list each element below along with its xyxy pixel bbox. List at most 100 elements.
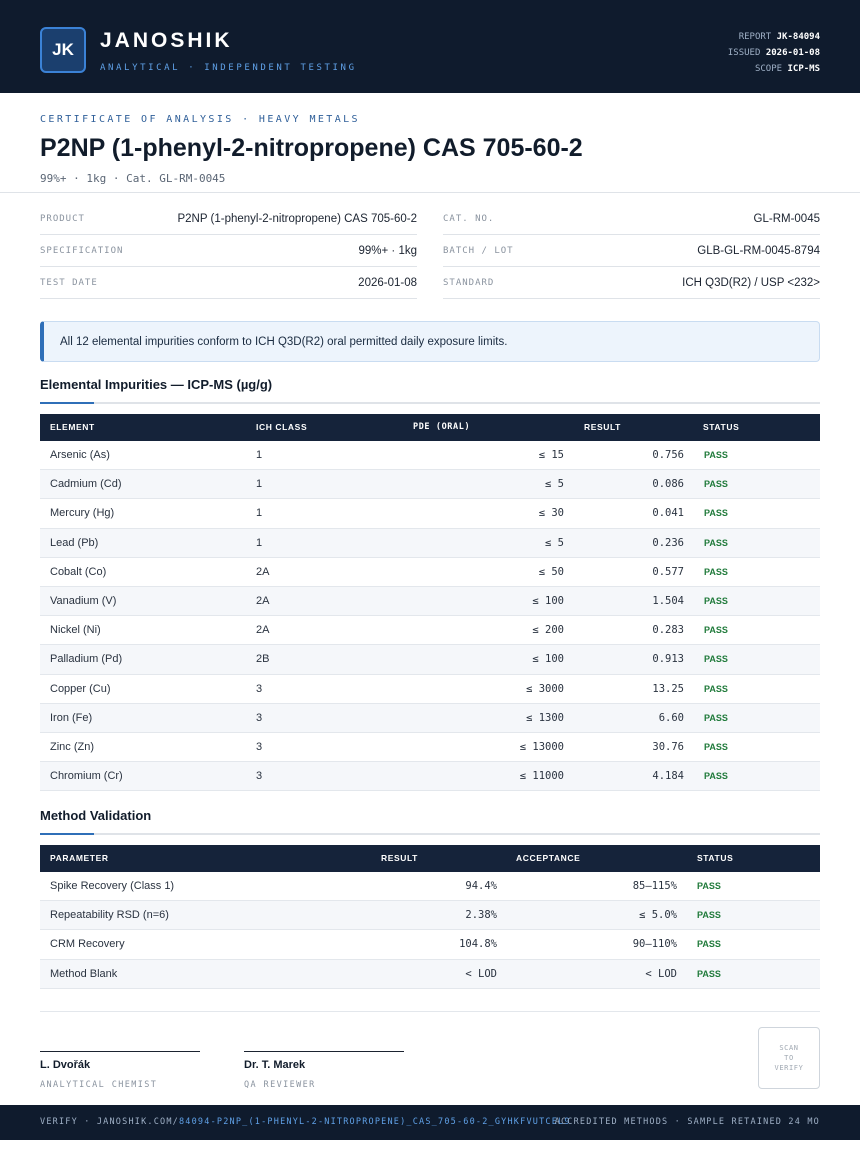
- result-value: 0.577: [652, 565, 684, 578]
- validation-table-body: Spike Recovery (Class 1) 94.4% 85–115% PASS…: [40, 872, 820, 989]
- column-header: ICH CLASS: [256, 422, 308, 432]
- brand-tagline: ANALYTICAL · INDEPENDENT TESTING: [100, 63, 357, 73]
- info-value: 99%+ · 1kg: [358, 244, 418, 257]
- result-value: 0.236: [652, 536, 684, 549]
- column-header: ELEMENT: [50, 422, 95, 432]
- ich-class: 3: [256, 740, 263, 753]
- logo-initials: JK: [52, 40, 74, 59]
- report-id: JK-84094: [776, 32, 820, 42]
- report-footer: VERIFY · JANOSHIK.COM/84094-P2NP_(1-PHEN…: [0, 1105, 860, 1140]
- table-row: Repeatability RSD (n=6) 2.38% ≤ 5.0% PASS: [40, 901, 820, 931]
- element-name: Arsenic (As): [50, 449, 110, 461]
- element-name: Iron (Fe): [50, 711, 93, 724]
- result-value: 0.756: [652, 449, 684, 461]
- column-header: PDE (ORAL): [413, 422, 471, 432]
- info-value: GLB-GL-RM-0045-8794: [697, 244, 820, 257]
- status-badge: PASS: [704, 508, 728, 519]
- result-value: 6.60: [658, 711, 684, 724]
- info-label: SPECIFICATION: [40, 245, 124, 256]
- section-rule: [40, 833, 820, 835]
- pde-limit: ≤ 1300: [526, 711, 564, 724]
- verify-link[interactable]: 84094-P2NP_(1-PHENYL-2-NITROPROPENE)_CAS…: [178, 1117, 571, 1127]
- element-name: Cadmium (Cd): [50, 478, 122, 491]
- result-value: 4.184: [652, 770, 684, 783]
- acceptance-range: ≤ 5.0%: [639, 909, 677, 922]
- element-name: Cobalt (Co): [50, 565, 107, 578]
- table-row: Nickel (Ni) 2A ≤ 200 0.283 PASS: [40, 616, 820, 646]
- ich-class: 2B: [256, 653, 270, 666]
- status-badge: PASS: [697, 968, 721, 979]
- info-row-test-date: TEST DATE 2026-01-08: [40, 267, 417, 299]
- column-header: STATUS: [697, 853, 734, 863]
- info-row-cat-no: CAT. NO. GL-RM-0045: [443, 203, 820, 235]
- info-value: ICH Q3D(R2) / USP <232>: [682, 276, 820, 289]
- ich-class: 3: [256, 770, 263, 783]
- document-eyebrow: CERTIFICATE OF ANALYSIS · HEAVY METALS: [40, 114, 360, 125]
- status-badge: PASS: [704, 741, 728, 752]
- info-label: CAT. NO.: [443, 213, 495, 224]
- element-name: Nickel (Ni): [50, 624, 101, 637]
- info-label: BATCH / LOT: [443, 245, 514, 256]
- logo-badge: JK: [40, 27, 86, 73]
- scope-value: ICP-MS: [787, 64, 820, 74]
- info-row-batch: BATCH / LOT GLB-GL-RM-0045-8794: [443, 235, 820, 267]
- parameter-name: Spike Recovery (Class 1): [50, 880, 175, 892]
- table-row: Method Blank < LOD < LOD PASS: [40, 959, 820, 989]
- element-name: Palladium (Pd): [50, 653, 123, 666]
- element-name: Mercury (Hg): [50, 507, 115, 520]
- column-header: RESULT: [584, 422, 621, 432]
- element-name: Zinc (Zn): [50, 740, 94, 753]
- ich-class: 1: [256, 536, 263, 549]
- table-row: Iron (Fe) 3 ≤ 1300 6.60 PASS: [40, 703, 820, 733]
- verify-qr-placeholder[interactable]: SCAN TO VERIFY: [758, 1027, 820, 1089]
- acceptance-range: 85–115%: [632, 880, 677, 892]
- ich-class: 2A: [256, 594, 270, 607]
- section-rule-accent: [40, 402, 94, 404]
- table-row: Cadmium (Cd) 1 ≤ 5 0.086 PASS: [40, 470, 820, 500]
- info-grid-left: PRODUCT P2NP (1-phenyl-2-nitropropene) C…: [40, 203, 417, 299]
- signature-block: Dr. T. Marek QA REVIEWER: [244, 1051, 404, 1090]
- verify-line: VERIFY · JANOSHIK.COM/84094-P2NP_(1-PHEN…: [40, 1117, 571, 1127]
- table-row: Vanadium (V) 2A ≤ 100 1.504 PASS: [40, 586, 820, 617]
- result-value: 0.283: [652, 624, 684, 637]
- issued-date: 2026-01-08: [765, 48, 820, 58]
- result-value: 2.38%: [465, 909, 497, 922]
- status-badge: PASS: [704, 654, 728, 665]
- table-row: Chromium (Cr) 3 ≤ 11000 4.184 PASS: [40, 762, 820, 792]
- pde-limit: ≤ 5: [545, 536, 564, 549]
- info-row-product: PRODUCT P2NP (1-phenyl-2-nitropropene) C…: [40, 203, 417, 235]
- footer-note: ACCREDITED METHODS · SAMPLE RETAINED 24 …: [554, 1117, 820, 1127]
- conformance-text: All 12 elemental impurities conform to I…: [60, 335, 508, 348]
- table-row: Copper (Cu) 3 ≤ 3000 13.25 PASS: [40, 675, 820, 704]
- info-row-standard: STANDARD ICH Q3D(R2) / USP <232>: [443, 267, 820, 299]
- pde-limit: ≤ 5: [545, 478, 564, 491]
- status-badge: PASS: [697, 910, 721, 921]
- column-header: RESULT: [381, 853, 418, 863]
- info-label: PRODUCT: [40, 213, 85, 224]
- ich-class: 3: [256, 682, 263, 695]
- divider: [40, 1011, 820, 1012]
- ich-class: 2A: [256, 624, 270, 637]
- pde-limit: ≤ 50: [538, 565, 564, 578]
- element-name: Lead (Pb): [50, 536, 99, 549]
- parameter-name: Repeatability RSD (n=6): [50, 909, 169, 922]
- status-badge: PASS: [697, 881, 721, 891]
- status-badge: PASS: [704, 712, 728, 723]
- element-name: Chromium (Cr): [50, 770, 123, 783]
- status-badge: PASS: [704, 683, 728, 694]
- info-value: GL-RM-0045: [753, 212, 820, 225]
- impurities-table: ELEMENT ICH CLASS PDE (ORAL) RESULT STAT…: [40, 414, 820, 792]
- table-row: Cobalt (Co) 2A ≤ 50 0.577 PASS: [40, 558, 820, 587]
- parameter-name: CRM Recovery: [50, 938, 125, 951]
- status-badge: PASS: [704, 595, 728, 606]
- ich-class: 1: [256, 507, 263, 520]
- table-row: CRM Recovery 104.8% 90–110% PASS: [40, 930, 820, 960]
- status-badge: PASS: [697, 939, 721, 950]
- info-value: 2026-01-08: [358, 276, 417, 289]
- table-row: Zinc (Zn) 3 ≤ 13000 30.76 PASS: [40, 733, 820, 763]
- element-name: Copper (Cu): [50, 682, 111, 695]
- table-row: Lead (Pb) 1 ≤ 5 0.236 PASS: [40, 528, 820, 558]
- pde-limit: ≤ 200: [532, 624, 564, 637]
- result-value: 0.913: [652, 653, 684, 666]
- info-label: STANDARD: [443, 277, 495, 288]
